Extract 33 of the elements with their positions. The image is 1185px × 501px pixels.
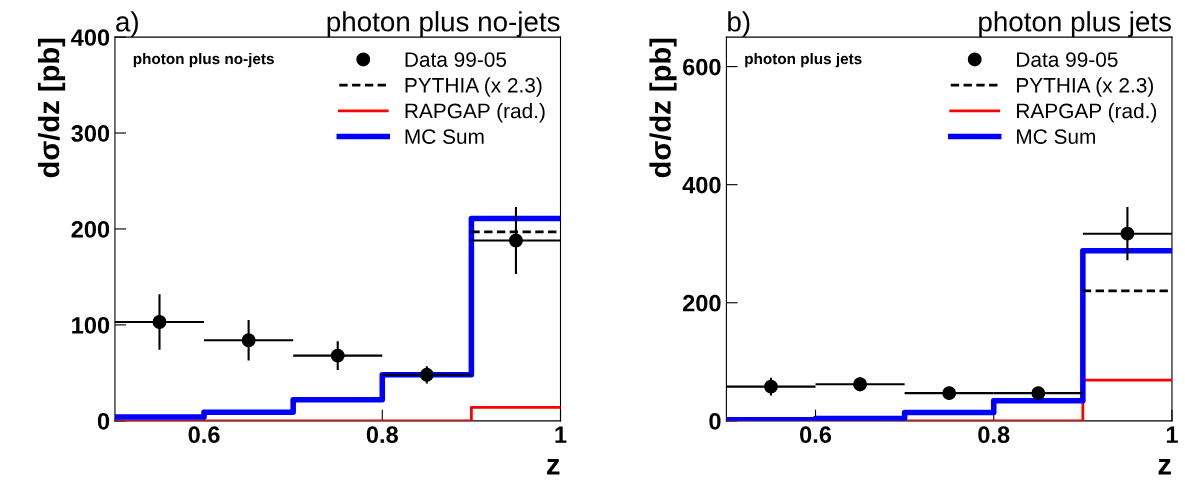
legend-label: MC Sum bbox=[405, 129, 484, 144]
annotation: photon plus no-jets bbox=[133, 52, 274, 68]
y-tick-label: 600 bbox=[683, 58, 721, 76]
x-axis-title: z bbox=[547, 459, 560, 475]
y-tick-label: 100 bbox=[72, 316, 110, 334]
y-tick-label: 0 bbox=[97, 412, 110, 430]
y-axis-title: dσ/dz [pb] bbox=[649, 38, 677, 178]
x-tick-label: 1 bbox=[555, 426, 567, 443]
y-tick-label: 0 bbox=[709, 412, 721, 430]
legend-label: PYTHIA (x 2.3) bbox=[1017, 77, 1153, 97]
x-tick-label: 0.8 bbox=[978, 426, 1010, 444]
chart-subtitle: a) bbox=[116, 11, 138, 38]
legend-label: Data 99-05 bbox=[405, 52, 507, 67]
x-axis-title: z bbox=[1158, 459, 1171, 475]
legend-label: RAPGAP (rad.) bbox=[1017, 103, 1157, 123]
y-tick-label: 400 bbox=[71, 29, 110, 46]
x-tick-label: 1 bbox=[1166, 426, 1178, 443]
y-tick-label: 400 bbox=[682, 176, 721, 194]
legend-label: RAPGAP (rad.) bbox=[405, 103, 545, 123]
x-tick-label: 0.6 bbox=[800, 426, 832, 444]
legend-label: PYTHIA (x 2.3) bbox=[405, 77, 542, 97]
x-tick-label: 0.8 bbox=[366, 426, 398, 444]
annotation: photon plus jets bbox=[745, 52, 862, 68]
y-axis-title: dσ/dz [pb] bbox=[37, 38, 66, 178]
chart-title: photon plus no-jets bbox=[327, 11, 560, 38]
y-tick-label: 300 bbox=[71, 125, 110, 142]
chart-title: photon plus jets bbox=[979, 11, 1171, 38]
y-tick-label: 200 bbox=[71, 221, 110, 238]
x-tick-label: 0.6 bbox=[188, 426, 220, 444]
chart-subtitle: b) bbox=[728, 11, 750, 38]
legend-label: MC Sum bbox=[1017, 129, 1095, 144]
legend-label: Data 99-05 bbox=[1017, 52, 1118, 67]
y-tick-label: 200 bbox=[682, 294, 721, 312]
